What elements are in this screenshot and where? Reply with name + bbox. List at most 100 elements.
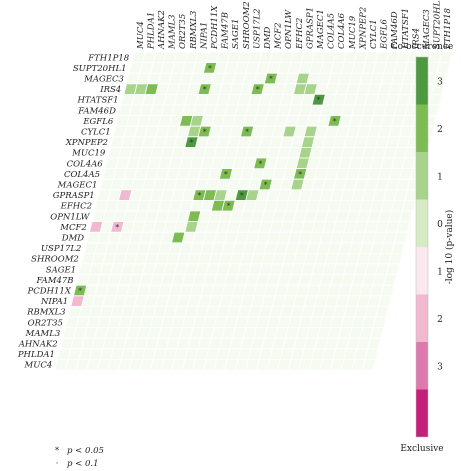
heatmap-cell: [218, 168, 234, 180]
grid-cell: [372, 316, 387, 329]
row-label: EFHC2: [60, 202, 92, 212]
colorbar-frame: [415, 56, 429, 438]
row-label: OPN1LW: [50, 212, 90, 222]
heatmap-cell: [311, 94, 326, 106]
column-label: EFHC2: [295, 18, 305, 50]
grid-cell: [380, 284, 395, 297]
heatmap-cell: [213, 189, 228, 201]
row-label: SAGE1: [46, 265, 76, 275]
significance-legend-label: p < 0.1: [67, 459, 99, 469]
column-label: COL4A6: [337, 12, 347, 49]
significance-mark: *: [258, 159, 262, 168]
heatmap-cell: [327, 115, 342, 127]
column-label: AHNAK2: [157, 10, 167, 50]
column-labels: MUC4 PHLDA1 AHNAK2 MAML3 OR2T35 RBMXL3 NIPA1 PC…: [136, 0, 453, 50]
grid-cell: [377, 295, 393, 307]
heatmap-cell: [303, 125, 318, 138]
row-label: IRS4: [99, 85, 121, 95]
heatmap-cell: [303, 83, 318, 95]
grid-cell: [385, 263, 401, 276]
row-label: AHNAK2: [18, 340, 58, 350]
row-label: COL4A5: [64, 170, 100, 180]
colorbar-segment: [416, 342, 428, 390]
heatmap-cell: [300, 136, 316, 148]
column-label: MUC4: [136, 21, 146, 50]
significance-mark: *: [224, 170, 228, 179]
heatmap-cell: [282, 125, 297, 138]
column-label: SUPT20HL1: [433, 0, 443, 49]
column-label: RBMXL3: [189, 11, 199, 50]
heatmap-grid: [54, 51, 454, 371]
grid-cell: [361, 358, 377, 371]
heatmap-cell: [202, 62, 218, 74]
column-label: MUC19: [348, 15, 358, 50]
column-label: SHROOM2: [242, 1, 252, 49]
heatmap-cell: [118, 189, 133, 201]
colorbar-title: -log 10 (p-value): [444, 210, 455, 285]
heatmap-cell: [250, 83, 265, 95]
significance-legend: * p < 0.05 · p < 0.1: [55, 446, 104, 469]
row-label: OR2T35: [28, 318, 63, 328]
row-label: MAGEC1: [57, 181, 98, 191]
significance-mark: *: [333, 117, 337, 126]
column-label: CYLC1: [369, 19, 379, 49]
column-label: PCDH11X: [210, 5, 220, 50]
heatmap-cell: [110, 221, 125, 233]
row-label: HTATSF1: [76, 96, 118, 106]
column-label: HTATSF1: [401, 8, 411, 50]
heatmap-cell: [197, 83, 212, 95]
row-label: MCF2: [59, 223, 87, 233]
row-label: FAM47B: [35, 276, 73, 286]
heatmap-cell: [144, 83, 159, 95]
grid-cell: [398, 210, 414, 223]
row-label: DMD: [61, 234, 85, 244]
row-label: MUC4: [24, 361, 53, 371]
grid-cell: [388, 252, 403, 265]
row-label: FTH1P18: [87, 53, 130, 63]
row-label: GPRASP1: [53, 191, 95, 201]
column-label: PHLDA1: [146, 12, 156, 50]
column-label: MAGEC1: [316, 9, 326, 50]
heatmap-cell: [263, 72, 279, 85]
heatmap-cells: * * * * * * * * * * * * * * * * * *: [70, 62, 342, 307]
significance-mark: *: [197, 191, 201, 200]
row-label: MAGEC3: [83, 75, 124, 85]
colorbar-segment: [416, 199, 428, 247]
grid-cell: [401, 199, 416, 212]
heatmap-cell: [70, 295, 85, 307]
row-labels: FTH1P18SUPT20HL1MAGEC3IRS4HTATSF1FAM46DE…: [17, 53, 130, 370]
column-label: FAM46D: [390, 11, 400, 50]
column-label: NIPA1: [199, 22, 209, 50]
heatmap-cell: [295, 157, 310, 170]
column-label: XPNPEP2: [358, 7, 368, 50]
row-label: CYLC1: [81, 128, 111, 138]
colorbar-tick-label: 1: [437, 267, 443, 277]
column-label: FAM47B: [221, 12, 231, 50]
heatmap-cell: [221, 199, 236, 212]
column-label: MAML3: [168, 14, 178, 50]
heatmap-cell: [295, 72, 310, 85]
colorbar-segment: [416, 389, 428, 437]
heatmap-cell: [171, 231, 186, 244]
significance-mark: *: [298, 170, 302, 179]
column-label: USP17L2: [252, 8, 262, 49]
row-label: USP17L2: [41, 244, 82, 254]
row-label: PHLDA1: [17, 350, 55, 360]
colorbar-tick-label: 2: [437, 315, 443, 325]
row-label: XPNPEP2: [65, 138, 108, 148]
heatmap-cell: [184, 136, 199, 148]
colorbar-segment: [416, 294, 428, 342]
colorbar-tick-label: 0: [437, 220, 443, 230]
significance-mark: *: [203, 85, 207, 94]
column-label: FTH1P18: [443, 7, 453, 50]
colorbar-segment: [416, 152, 428, 200]
column-label: COL4A5: [327, 13, 337, 49]
significance-mark: *: [203, 128, 207, 137]
grid-cell: [438, 51, 454, 63]
column-label: OPN1LW: [284, 9, 294, 49]
colorbar-tick-label: 2: [437, 125, 443, 135]
colorbar-segment: [416, 57, 428, 105]
colorbar-top-label: Co-occurence: [391, 42, 453, 52]
grid-cell: [383, 274, 398, 286]
